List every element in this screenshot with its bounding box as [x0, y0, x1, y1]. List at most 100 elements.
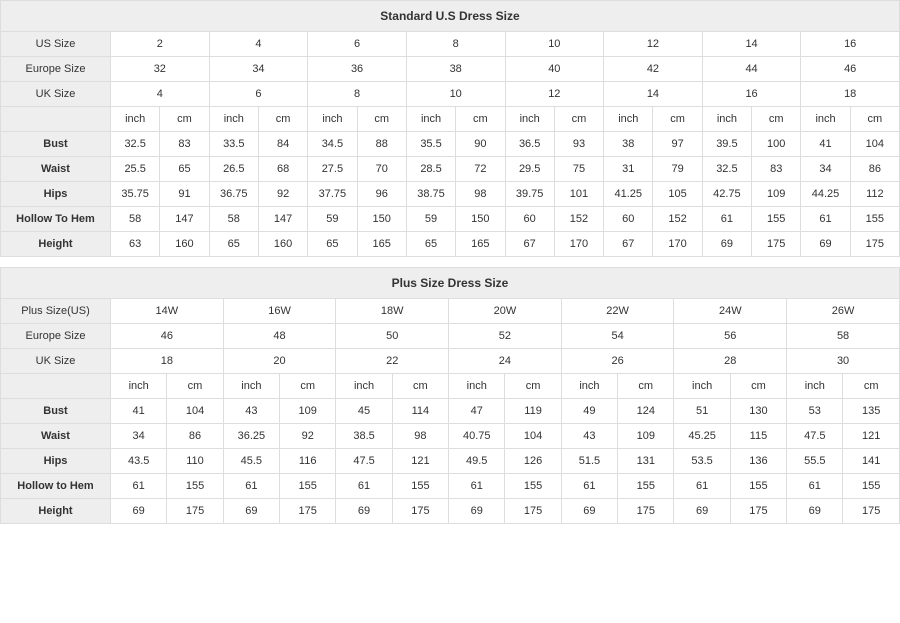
cell: 46 — [111, 324, 224, 349]
cell: 92 — [258, 182, 307, 207]
cell: 58 — [209, 207, 258, 232]
cell: 150 — [456, 207, 505, 232]
cell: 69 — [449, 499, 505, 524]
cell: 30 — [787, 349, 900, 374]
cell: inch — [604, 107, 653, 132]
standard-title: Standard U.S Dress Size — [1, 1, 900, 32]
cell: 141 — [843, 449, 900, 474]
cell: 12 — [604, 32, 703, 57]
cell: cm — [850, 107, 899, 132]
cell: 68 — [258, 157, 307, 182]
cell: 28.5 — [406, 157, 455, 182]
cell: 52 — [449, 324, 562, 349]
cell: 51 — [674, 399, 730, 424]
cell: 4 — [111, 82, 210, 107]
cell: 110 — [167, 449, 223, 474]
cell: inch — [787, 374, 843, 399]
cell: 36.5 — [505, 132, 554, 157]
cell: 43 — [561, 424, 617, 449]
cell: 4 — [209, 32, 308, 57]
cell: 119 — [505, 399, 561, 424]
cell: 90 — [456, 132, 505, 157]
cell: 61 — [801, 207, 850, 232]
cell: 98 — [392, 424, 448, 449]
cell: 41.25 — [604, 182, 653, 207]
plus-title: Plus Size Dress Size — [1, 268, 900, 299]
cell: 61 — [787, 474, 843, 499]
cell: cm — [456, 107, 505, 132]
cell: 18W — [336, 299, 449, 324]
cell: 70 — [357, 157, 406, 182]
cell: 49 — [561, 399, 617, 424]
cell: 175 — [618, 499, 674, 524]
cell: 8 — [406, 32, 505, 57]
cell: 61 — [449, 474, 505, 499]
cell: cm — [752, 107, 801, 132]
cell: 124 — [618, 399, 674, 424]
standard-waist-label: Waist — [1, 157, 111, 182]
cell: inch — [406, 107, 455, 132]
cell: 18 — [111, 349, 224, 374]
cell: 96 — [357, 182, 406, 207]
cell: 130 — [730, 399, 786, 424]
plus-hips-row: Hips 43.5110 45.5116 47.5121 49.5126 51.… — [1, 449, 900, 474]
standard-bust-label: Bust — [1, 132, 111, 157]
cell: 41 — [801, 132, 850, 157]
cell: 65 — [160, 157, 209, 182]
cell: 39.75 — [505, 182, 554, 207]
cell: 175 — [280, 499, 336, 524]
cell: 6 — [209, 82, 308, 107]
cell: 121 — [843, 424, 900, 449]
cell: 126 — [505, 449, 561, 474]
cell: 27.5 — [308, 157, 357, 182]
cell: 22W — [561, 299, 674, 324]
cell: 14 — [702, 32, 801, 57]
cell: cm — [357, 107, 406, 132]
cell: 34 — [209, 57, 308, 82]
cell: 24W — [674, 299, 787, 324]
cell: 61 — [702, 207, 751, 232]
cell: 75 — [554, 157, 603, 182]
cell: inch — [505, 107, 554, 132]
cell: inch — [561, 374, 617, 399]
cell: 61 — [223, 474, 279, 499]
cell: 20 — [223, 349, 336, 374]
cell: 38 — [406, 57, 505, 82]
plus-size-table: Plus Size Dress Size Plus Size(US) 14W 1… — [0, 267, 900, 524]
cell: 29.5 — [505, 157, 554, 182]
cell: 147 — [258, 207, 307, 232]
cell: 22 — [336, 349, 449, 374]
cell: 98 — [456, 182, 505, 207]
cell: 34 — [111, 424, 167, 449]
cell: 42.75 — [702, 182, 751, 207]
cell: 175 — [392, 499, 448, 524]
cell: 26W — [787, 299, 900, 324]
cell: 109 — [752, 182, 801, 207]
cell: cm — [730, 374, 786, 399]
cell: 165 — [357, 232, 406, 257]
cell: 67 — [604, 232, 653, 257]
cell: 72 — [456, 157, 505, 182]
cell: 65 — [209, 232, 258, 257]
cell: 175 — [505, 499, 561, 524]
cell: 131 — [618, 449, 674, 474]
standard-height-label: Height — [1, 232, 111, 257]
cell: 100 — [752, 132, 801, 157]
cell: 41 — [111, 399, 167, 424]
cell: 45.25 — [674, 424, 730, 449]
cell: inch — [209, 107, 258, 132]
plus-uk-label: UK Size — [1, 349, 111, 374]
cell: 175 — [850, 232, 899, 257]
cell: inch — [702, 107, 751, 132]
cell: 69 — [702, 232, 751, 257]
cell: 152 — [653, 207, 702, 232]
standard-hollow-label: Hollow To Hem — [1, 207, 111, 232]
cell: inch — [801, 107, 850, 132]
cell: 160 — [160, 232, 209, 257]
cell: 50 — [336, 324, 449, 349]
cell: 47 — [449, 399, 505, 424]
plus-bust-label: Bust — [1, 399, 111, 424]
plus-us-label: Plus Size(US) — [1, 299, 111, 324]
cell: cm — [167, 374, 223, 399]
cell: cm — [280, 374, 336, 399]
